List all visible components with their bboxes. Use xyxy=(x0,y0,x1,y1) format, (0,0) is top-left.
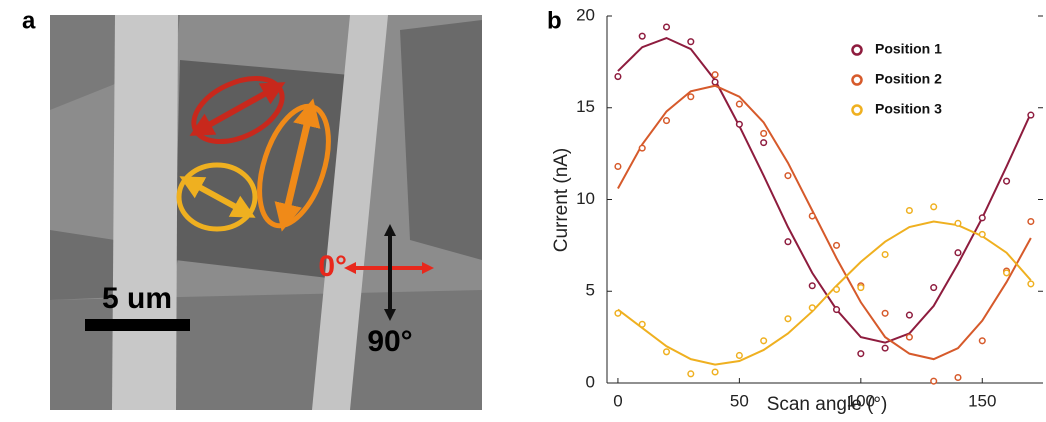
legend-label: Position 3 xyxy=(875,101,942,117)
data-point xyxy=(735,351,743,360)
data-point xyxy=(857,350,865,358)
data-point xyxy=(760,129,768,137)
data-point xyxy=(687,370,695,378)
x-tick-label: 0 xyxy=(613,391,622,410)
data-point xyxy=(881,251,889,259)
data-point xyxy=(784,238,792,246)
y-axis-label: Current (nA) xyxy=(551,148,572,253)
angle-label: 0° xyxy=(318,250,347,283)
data-point xyxy=(638,144,646,152)
data-point xyxy=(662,23,671,31)
data-point xyxy=(930,203,938,211)
legend-marker xyxy=(851,44,863,56)
data-point xyxy=(808,282,816,290)
fit-line xyxy=(617,220,1032,366)
data-point xyxy=(832,241,841,249)
y-tick-label: 10 xyxy=(576,189,595,208)
data-point xyxy=(808,304,816,312)
scale-bar-label: 5 um xyxy=(102,282,172,315)
fit-line xyxy=(617,84,1032,361)
data-point xyxy=(614,162,622,171)
data-point xyxy=(954,219,962,227)
data-point xyxy=(662,117,671,125)
micrograph xyxy=(50,15,482,410)
data-point xyxy=(857,284,865,292)
data-point xyxy=(638,320,646,328)
data-point xyxy=(954,249,962,257)
data-point xyxy=(881,309,889,317)
data-point xyxy=(905,333,913,341)
angle-label: 90° xyxy=(367,325,412,358)
data-point xyxy=(1027,280,1035,288)
data-point xyxy=(784,172,792,180)
legend-marker xyxy=(851,74,863,86)
data-point xyxy=(978,230,986,238)
x-tick-label: 150 xyxy=(968,391,996,410)
legend-marker xyxy=(851,104,863,116)
x-tick-label: 100 xyxy=(847,391,875,410)
data-point xyxy=(687,93,695,101)
data-point xyxy=(784,315,792,323)
data-point xyxy=(735,120,743,128)
legend-label: Position 1 xyxy=(875,41,942,57)
panel-label: b xyxy=(547,7,562,34)
data-point xyxy=(711,71,719,79)
data-point xyxy=(930,377,938,385)
data-point xyxy=(832,306,841,314)
x-tick-label: 50 xyxy=(730,391,749,410)
data-point xyxy=(638,32,646,40)
data-point xyxy=(711,78,719,86)
data-point xyxy=(614,73,622,81)
data-point xyxy=(1027,111,1035,119)
data-point xyxy=(978,337,986,345)
fit-line xyxy=(617,36,1032,344)
data-point xyxy=(711,368,719,376)
y-tick-label: 15 xyxy=(576,97,595,116)
data-point xyxy=(1027,217,1035,226)
data-point xyxy=(808,212,816,220)
data-point xyxy=(930,284,938,292)
data-point xyxy=(1003,269,1011,277)
data-point xyxy=(978,214,986,222)
data-point xyxy=(881,344,889,352)
y-tick-label: 20 xyxy=(576,5,595,24)
data-point xyxy=(614,309,622,317)
data-point xyxy=(1003,177,1011,185)
y-tick-label: 5 xyxy=(586,281,595,300)
data-point xyxy=(905,311,913,319)
y-tick-label: 0 xyxy=(586,372,595,391)
legend-label: Position 2 xyxy=(875,71,942,87)
data-point xyxy=(760,337,768,345)
data-point xyxy=(662,348,671,356)
data-point xyxy=(760,139,768,147)
data-point xyxy=(954,373,962,382)
data-point xyxy=(832,285,841,293)
data-point xyxy=(735,100,743,108)
data-point xyxy=(687,38,695,46)
x-axis-label: Scan angle (°) xyxy=(767,394,888,415)
data-point xyxy=(905,206,913,215)
panel-label: a xyxy=(22,7,36,34)
